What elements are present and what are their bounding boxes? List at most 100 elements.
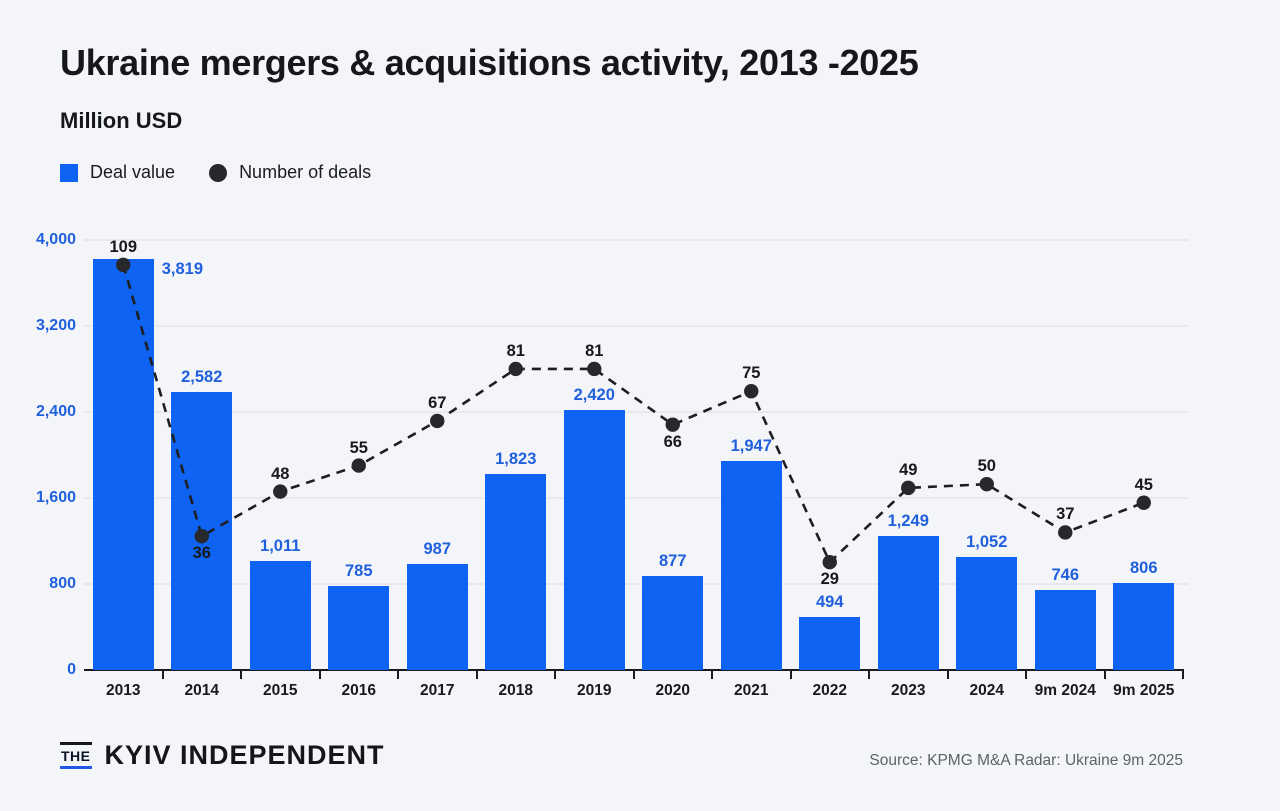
x-axis-label: 2018	[498, 682, 533, 699]
bar-value-label: 2,420	[573, 385, 615, 404]
x-axis-tick	[789, 671, 792, 679]
x-axis-tick	[1025, 671, 1027, 679]
y-axis-label: 1,600	[35, 489, 76, 506]
deals-value-label: 49	[899, 460, 918, 479]
deals-value-label: 29	[820, 570, 839, 589]
gridline	[84, 239, 1188, 241]
bar-value-label: 987	[423, 539, 452, 558]
deals-value-label: 37	[1056, 505, 1075, 524]
x-axis-tick	[868, 671, 870, 679]
chart-unit-subtitle: Million USD	[60, 108, 183, 133]
x-axis-label: 2023	[891, 682, 926, 699]
x-axis-tick	[475, 671, 478, 679]
x-axis-tick	[161, 671, 164, 679]
deals-dot	[822, 555, 837, 570]
bar-value-label: 3,819	[161, 260, 204, 279]
bar-2014	[171, 392, 233, 670]
legend-label: Deal value	[90, 162, 176, 182]
deals-dot	[587, 361, 602, 377]
gridline	[84, 583, 1188, 585]
bar-2013	[92, 259, 154, 670]
gridline	[84, 325, 1188, 327]
x-axis-label: 2022	[812, 682, 847, 699]
deals-dot	[430, 413, 445, 429]
deals-dot	[665, 417, 680, 432]
x-axis-label: 2013	[106, 682, 141, 699]
bar-2022	[799, 616, 861, 670]
legend: Deal value Number of deals	[60, 162, 371, 183]
x-axis-tick	[554, 671, 556, 679]
bar-2021	[720, 460, 782, 670]
x-axis-label: 9m 2024	[1034, 682, 1096, 699]
bar-2017	[406, 563, 468, 670]
bar-2018	[485, 474, 547, 670]
number-of-deals-swatch-icon	[209, 163, 228, 182]
x-axis-tick	[240, 671, 242, 679]
x-axis-tick	[711, 671, 713, 679]
x-axis-tick	[1182, 671, 1184, 679]
bar-value-label: 1,052	[966, 532, 1008, 551]
deals-value-label: 81	[585, 341, 604, 360]
bar-2023	[877, 535, 939, 670]
bar-value-label: 877	[658, 551, 687, 570]
bar-2020	[642, 575, 704, 670]
source-note: Source: KPMG M&A Radar: Ukraine 9m 2025	[869, 752, 1183, 769]
x-axis-label: 2024	[969, 682, 1004, 699]
gridline	[84, 497, 1188, 499]
deals-value-label: 109	[109, 237, 138, 256]
logo-the: THE	[60, 742, 92, 769]
bar-9m 2024	[1034, 589, 1096, 670]
x-axis-tick	[632, 671, 635, 679]
deals-value-label: 48	[271, 464, 290, 483]
y-axis-label: 800	[49, 575, 76, 592]
bar-value-label: 785	[344, 561, 373, 580]
bar-2016	[328, 585, 390, 670]
deals-value-label: 81	[506, 341, 525, 360]
deals-dot	[508, 361, 523, 377]
kyiv-independent-logo: THE KYIV INDEPENDENT	[60, 740, 385, 771]
y-axis-label: 3,200	[35, 317, 76, 334]
x-axis-label: 2021	[734, 682, 769, 699]
x-axis-tick	[946, 671, 949, 679]
legend-item-deal-value: Deal value	[60, 162, 175, 183]
x-axis-tick	[318, 671, 321, 679]
deals-dot	[901, 480, 916, 496]
y-axis-label: 2,400	[35, 403, 76, 420]
bar-value-label: 1,947	[730, 436, 772, 455]
x-axis-label: 2019	[577, 682, 612, 699]
x-axis-line	[84, 669, 1184, 671]
bar-9m 2025	[1113, 583, 1175, 670]
page-title: Ukraine mergers & acquisitions activity,…	[60, 42, 919, 83]
deals-value-label: 55	[349, 438, 368, 457]
deal-value-swatch-icon	[60, 163, 78, 182]
legend-label: Number of deals	[239, 162, 372, 182]
x-axis-label: 2015	[263, 682, 298, 699]
deals-value-label: 36	[192, 544, 211, 563]
x-axis-label: 2016	[341, 682, 376, 699]
bar-2019	[563, 409, 625, 670]
bar-value-label: 2,582	[181, 368, 223, 387]
bar-value-label: 494	[815, 592, 844, 611]
x-axis-label: 2017	[420, 682, 455, 699]
deals-value-label: 50	[977, 457, 996, 476]
legend-item-number-of-deals: Number of deals	[209, 162, 371, 183]
deals-value-label: 66	[663, 432, 682, 451]
x-axis-tick	[397, 671, 399, 679]
deals-value-label: 67	[428, 393, 447, 412]
gridline	[84, 411, 1188, 413]
bar-value-label: 1,823	[495, 450, 537, 469]
bar-value-label: 1,249	[887, 511, 929, 530]
deals-value-label: 45	[1134, 475, 1153, 494]
deals-dot	[1058, 525, 1073, 540]
deals-dot	[744, 384, 759, 399]
y-axis-label: 0	[67, 661, 76, 678]
deals-line	[122, 264, 1145, 565]
x-axis-label: 2014	[184, 682, 219, 699]
bar-value-label: 1,011	[260, 537, 301, 556]
deals-dot	[351, 458, 366, 473]
bar-value-label: 746	[1051, 565, 1080, 584]
logo-wordmark: KYIV INDEPENDENT	[104, 740, 385, 770]
bar-2024	[956, 556, 1018, 670]
y-axis-label: 4,000	[35, 231, 76, 248]
